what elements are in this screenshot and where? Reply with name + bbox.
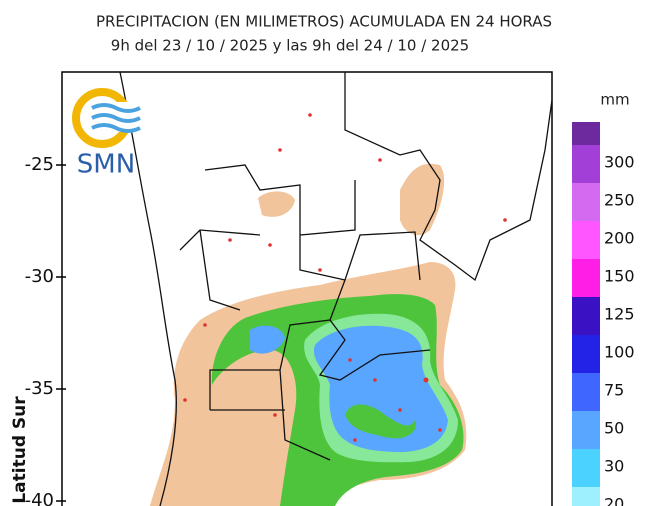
y-axis-label: Latitud Sur — [10, 396, 30, 504]
legend-band — [572, 122, 600, 145]
legend-unit: mm — [600, 91, 629, 109]
legend-label: 30 — [604, 457, 624, 476]
legend-band — [572, 183, 600, 221]
subtitle: 9h del 23 / 10 / 2025 y las 9h del 24 / … — [111, 37, 469, 55]
country-border — [344, 72, 553, 282]
legend-band — [572, 411, 600, 449]
area-50mm — [250, 325, 285, 354]
area-1mm — [400, 163, 445, 236]
map-frame — [61, 71, 553, 506]
y-tick-label: -35 — [25, 378, 54, 399]
legend-band — [572, 259, 600, 297]
legend-band — [572, 145, 600, 183]
legend-label: 200 — [604, 229, 635, 248]
legend-label: 100 — [604, 343, 635, 362]
legend-label: 250 — [604, 191, 635, 210]
legend-band — [572, 221, 600, 259]
province-borders — [179, 164, 431, 461]
smn-logo: SMN — [72, 88, 144, 180]
legend-label: 75 — [604, 381, 624, 400]
legend-label: 20 — [604, 495, 624, 506]
legend-band — [572, 297, 600, 335]
legend-label: 50 — [604, 419, 624, 438]
y-tick-label: -25 — [25, 154, 54, 175]
area-10mm — [345, 404, 416, 439]
legend-label: 300 — [604, 153, 635, 172]
legend-label: 150 — [604, 267, 635, 286]
y-tick-label: -40 — [25, 490, 54, 506]
legend-band — [572, 449, 600, 487]
legend-band — [572, 335, 600, 373]
country-border — [119, 71, 177, 506]
area-50mm — [313, 325, 448, 452]
legend-band — [572, 373, 600, 411]
stations — [183, 113, 507, 442]
y-tick-label: -30 — [25, 266, 54, 287]
title: PRECIPITACION (EN MILIMETROS) ACUMULADA … — [96, 13, 552, 31]
logo-text: SMN — [77, 150, 135, 180]
legend-label: 125 — [604, 305, 635, 324]
legend-band — [572, 487, 600, 506]
area-1mm — [258, 191, 295, 217]
